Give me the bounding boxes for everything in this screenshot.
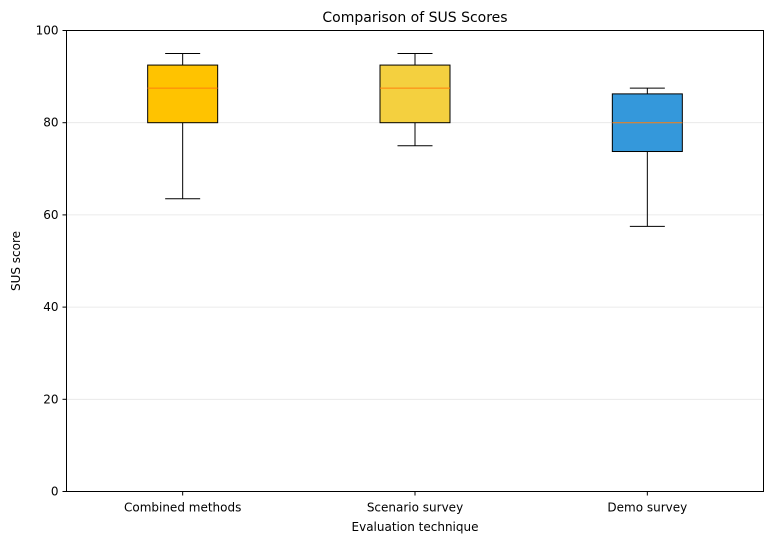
x-tick-label: Combined methods — [124, 501, 241, 515]
x-axis-ticks: Combined methods Scenario survey Demo surv… — [124, 491, 687, 515]
box-2 — [379, 53, 451, 147]
chart-title: Comparison of SUS Scores — [322, 10, 507, 26]
y-tick-label: 60 — [43, 208, 58, 222]
y-tick-label: 0 — [51, 485, 59, 499]
box-1 — [147, 53, 219, 200]
box-body — [379, 64, 451, 124]
x-tick-label: Demo survey — [607, 501, 687, 515]
y-axis-ticks: 0 20 40 60 80 100 — [36, 24, 67, 499]
y-tick-label: 40 — [43, 300, 58, 314]
x-axis-label: Evaluation technique — [352, 520, 479, 534]
x-tick-label: Scenario survey — [367, 501, 463, 515]
y-tick-label: 20 — [43, 392, 58, 406]
y-tick-label: 100 — [36, 24, 59, 38]
box-series — [147, 53, 683, 227]
grid-lines — [66, 122, 764, 400]
y-axis-label: SUS score — [9, 231, 23, 291]
y-tick-label: 80 — [43, 116, 58, 130]
box-body — [147, 64, 219, 124]
box-3 — [611, 87, 683, 227]
